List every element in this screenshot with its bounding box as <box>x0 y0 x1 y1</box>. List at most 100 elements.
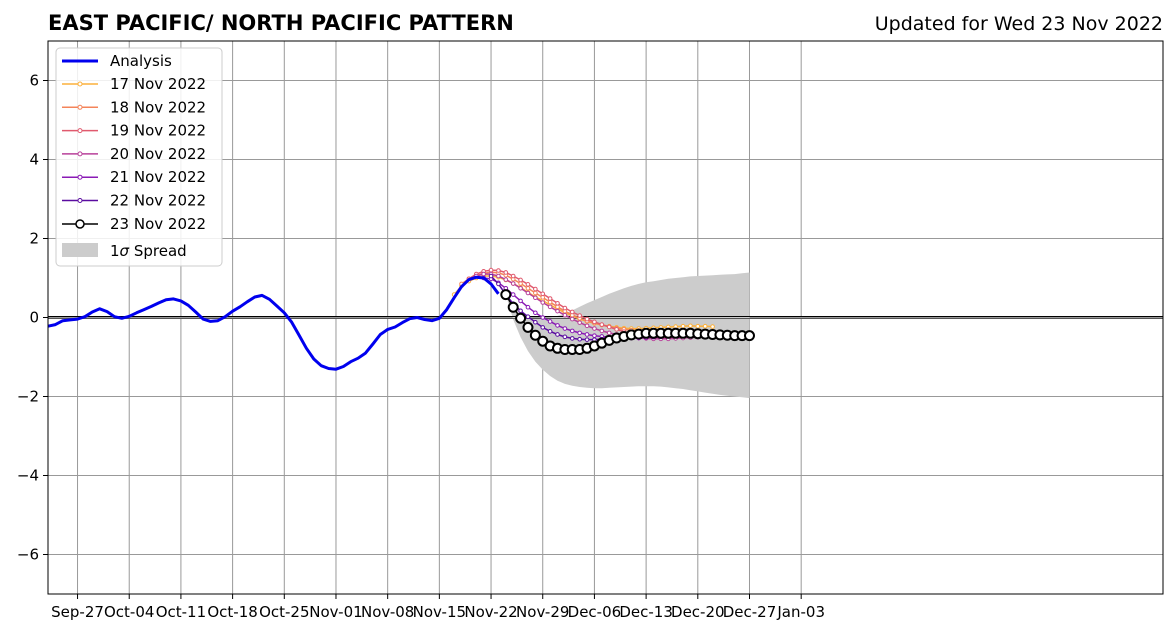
forecast-point-1 <box>507 301 519 313</box>
series-3-point-16 <box>592 326 597 331</box>
series-4-point-12 <box>569 328 575 334</box>
series-4-point-6 <box>525 304 531 310</box>
series-4-point-9 <box>547 319 553 324</box>
series-2-point-8 <box>525 282 531 287</box>
legend-label-series-1: 18 Nov 2022 <box>110 98 206 116</box>
series-3-point-13 <box>569 316 575 322</box>
series-2-point-10 <box>540 291 546 297</box>
series-2-point-18 <box>599 322 605 327</box>
series-2-point-3 <box>488 267 494 273</box>
series-3-point-15 <box>584 323 590 329</box>
series-4-point-10 <box>555 323 560 328</box>
legend-marker-series-0 <box>77 81 83 87</box>
series-3-point-17 <box>599 328 605 334</box>
series-1-point-9 <box>525 285 531 291</box>
analysis-path <box>47 275 500 371</box>
legend-label-series-4: 21 Nov 2022 <box>110 168 206 186</box>
x-tick-label-4: Oct-25 <box>259 603 309 621</box>
y-axis-ticks: 6 4 2 0 −2 −4 −6 <box>17 72 48 564</box>
analysis-line <box>47 275 500 371</box>
y-tick-label-1: 4 <box>29 151 39 169</box>
legend-spread-sigma: σ <box>120 242 130 260</box>
forecast-point-33 <box>743 330 755 342</box>
y-tick-label-4: −2 <box>17 388 39 406</box>
legend-label-analysis: Analysis <box>110 52 172 70</box>
legend-label-series-2: 19 Nov 2022 <box>110 122 206 140</box>
zero-line <box>48 316 1163 319</box>
x-tick-label-5: Nov-01 <box>309 603 362 621</box>
x-tick-label-8: Nov-22 <box>464 603 517 621</box>
series-3-point-8 <box>533 295 538 301</box>
x-tick-label-1: Oct-04 <box>104 603 154 621</box>
series-3-point-1 <box>481 271 486 277</box>
chart-subtitle: Updated for Wed 23 Nov 2022 <box>875 13 1163 35</box>
series-2-point-17 <box>592 319 597 325</box>
legend-marker-series-5 <box>77 198 83 203</box>
x-tick-label-14: Jan-03 <box>776 603 825 621</box>
series-5-point-1 <box>496 281 501 287</box>
legend-label-series-3: 20 Nov 2022 <box>110 145 206 163</box>
series-4-point-8 <box>540 315 546 320</box>
series-2-point-13 <box>562 305 568 311</box>
series-2-point-16 <box>584 316 590 322</box>
legend-marker-series-3 <box>77 151 83 157</box>
series-2-point-19 <box>606 324 612 330</box>
series-4-point-15 <box>592 333 597 338</box>
series-5-point-6 <box>533 319 538 325</box>
series-0-point-34 <box>702 323 708 329</box>
series-3-point-12 <box>562 312 568 318</box>
series-5-point-0 <box>488 273 494 279</box>
series-3-point-4 <box>503 277 509 282</box>
series-3-point-14 <box>577 320 582 325</box>
series-5-point-10 <box>562 334 568 340</box>
x-tick-label-2: Oct-11 <box>156 603 206 621</box>
legend-marker-forecast <box>75 219 85 229</box>
series-4-point-4 <box>510 292 516 297</box>
legend: Analysis 17 Nov 2022 18 Nov 2022 19 Nov 20… <box>55 47 223 267</box>
legend-box <box>55 47 223 267</box>
x-tick-label-3: Oct-18 <box>207 603 257 621</box>
legend-label-series-5: 22 Nov 2022 <box>110 192 206 210</box>
forecast-point-5 <box>537 335 549 347</box>
series-0-point-33 <box>695 323 701 329</box>
forecast-line <box>500 289 755 355</box>
series-3-point-10 <box>547 304 553 310</box>
series-0-point-32 <box>688 323 693 329</box>
x-tick-label-13: Dec-27 <box>723 603 777 621</box>
series-5-point-11 <box>569 336 575 341</box>
legend-label-forecast: 23 Nov 2022 <box>110 215 206 233</box>
forecast-point-3 <box>522 321 534 333</box>
legend-spread-prefix: 1 <box>110 242 120 260</box>
legend-label-series-0: 17 Nov 2022 <box>110 75 206 93</box>
series-3-point-7 <box>525 290 531 296</box>
series-5-point-7 <box>540 325 546 330</box>
series-2-point-15 <box>577 313 582 318</box>
series-2-point-20 <box>614 327 619 332</box>
series-2-point-9 <box>533 286 538 292</box>
y-tick-label-6: −6 <box>17 546 39 564</box>
series-2-point-14 <box>569 309 575 315</box>
x-axis-ticks: Sep-27 Oct-04 Oct-11 Oct-18 Oct-25 Nov-01 Nov-… <box>51 594 825 621</box>
y-tick-label-0: 6 <box>29 72 39 90</box>
series-4-point-7 <box>533 310 538 316</box>
series-5-point-5 <box>525 314 531 320</box>
y-tick-label-2: 2 <box>29 230 39 248</box>
series-4-point-11 <box>562 326 568 331</box>
series-2-point-5 <box>503 270 509 275</box>
series-3-point-18 <box>606 330 612 336</box>
series-5-point-13 <box>584 337 590 342</box>
forecast-point-4 <box>529 329 541 341</box>
series-2-point-6 <box>510 273 516 279</box>
chart-title: EAST PACIFIC/ NORTH PACIFIC PATTERN <box>48 11 514 35</box>
series-3-point-9 <box>540 300 546 305</box>
x-tick-label-0: Sep-27 <box>51 603 104 621</box>
x-tick-label-7: Nov-15 <box>413 603 466 621</box>
series-3-point-11 <box>555 308 560 314</box>
legend-label-spread: 1σ Spread <box>110 242 187 260</box>
legend-marker-series-2 <box>77 128 83 134</box>
forecast-point-0 <box>500 289 512 301</box>
x-tick-label-12: Dec-20 <box>671 603 725 621</box>
series-1-point-10 <box>533 290 538 296</box>
series-2-point-12 <box>555 300 560 306</box>
y-tick-label-3: 0 <box>29 309 39 327</box>
